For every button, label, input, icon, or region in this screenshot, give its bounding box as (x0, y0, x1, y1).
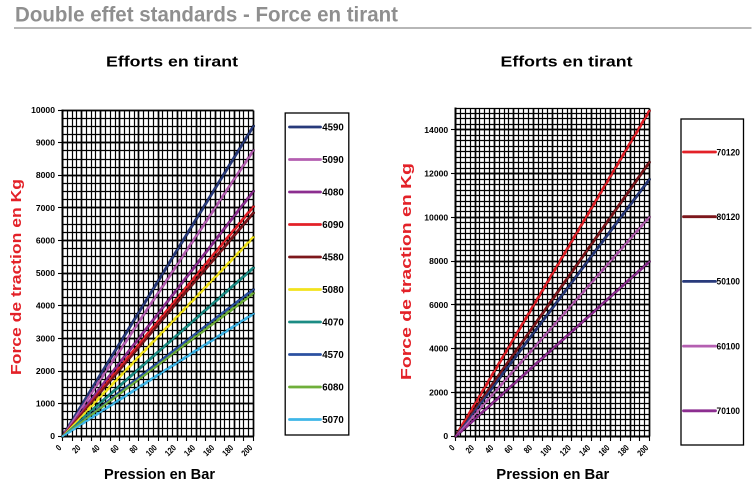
svg-text:4080: 4080 (322, 187, 344, 198)
svg-text:12000: 12000 (424, 169, 448, 179)
svg-text:5080: 5080 (322, 285, 344, 296)
svg-text:14000: 14000 (424, 125, 448, 135)
svg-text:60100: 60100 (717, 341, 741, 351)
svg-text:2000: 2000 (429, 387, 448, 397)
svg-text:Pression en Bar: Pression en Bar (496, 467, 609, 483)
svg-text:8000: 8000 (429, 256, 448, 266)
svg-text:0: 0 (50, 431, 55, 441)
svg-text:70100: 70100 (717, 406, 741, 416)
svg-text:2000: 2000 (36, 366, 55, 376)
svg-text:5070: 5070 (322, 415, 344, 426)
svg-text:6000: 6000 (36, 235, 55, 245)
svg-text:0: 0 (443, 431, 448, 441)
svg-text:7000: 7000 (36, 203, 55, 213)
svg-text:50100: 50100 (717, 277, 741, 287)
svg-text:6080: 6080 (322, 382, 344, 393)
svg-text:4590: 4590 (322, 122, 344, 133)
svg-text:4070: 4070 (322, 317, 344, 328)
svg-text:10000: 10000 (424, 212, 448, 222)
svg-text:4580: 4580 (322, 252, 344, 263)
svg-text:10000: 10000 (31, 105, 55, 115)
svg-text:70120: 70120 (717, 147, 741, 157)
svg-text:Efforts en tirant: Efforts en tirant (501, 54, 633, 71)
svg-text:9000: 9000 (36, 138, 55, 148)
svg-text:5000: 5000 (36, 268, 55, 278)
svg-text:0: 0 (447, 443, 457, 453)
svg-text:80120: 80120 (717, 212, 741, 222)
svg-text:Double effet standards - Force: Double effet standards - Force en tirant (15, 3, 398, 26)
svg-text:Force de traction en Kg: Force de traction en Kg (399, 163, 415, 380)
svg-text:4000: 4000 (429, 344, 448, 354)
svg-text:Force de traction en Kg: Force de traction en Kg (9, 179, 25, 375)
svg-text:1000: 1000 (36, 399, 55, 409)
svg-text:6000: 6000 (429, 300, 448, 310)
svg-text:Efforts en tirant: Efforts en tirant (106, 54, 238, 71)
svg-text:3000: 3000 (36, 333, 55, 343)
svg-text:Pression en Bar: Pression en Bar (104, 467, 215, 483)
svg-text:0: 0 (54, 443, 64, 453)
svg-text:4000: 4000 (36, 301, 55, 311)
svg-text:4570: 4570 (322, 350, 344, 361)
svg-text:5090: 5090 (322, 155, 344, 166)
svg-text:8000: 8000 (36, 170, 55, 180)
svg-text:6090: 6090 (322, 220, 344, 231)
